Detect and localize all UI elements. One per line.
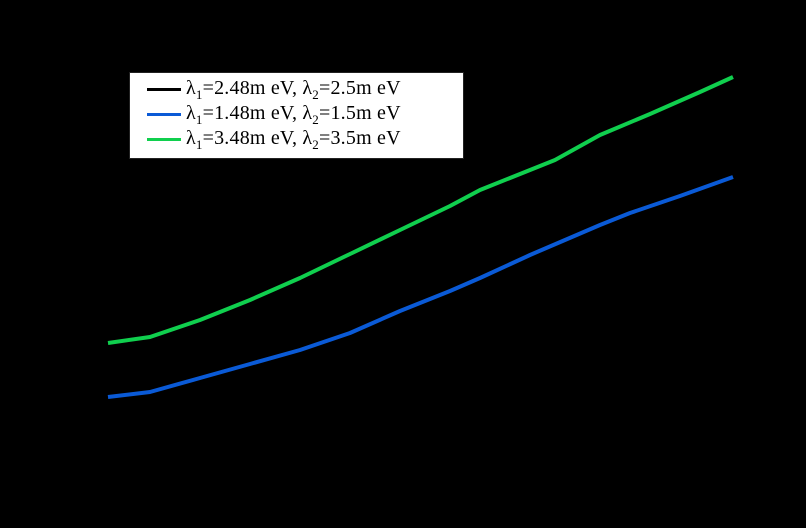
legend-label: λ1=1.48m eV, λ2=1.5m eV [186, 101, 401, 127]
legend-swatch-blue [147, 113, 181, 116]
legend-label: λ1=3.48m eV, λ2=3.5m eV [186, 126, 401, 152]
series-line-green [107, 75, 734, 345]
legend-entry: λ1=2.48m eV, λ2=2.5m eV [130, 77, 463, 102]
series-line-blue [107, 175, 734, 399]
legend-swatch-black [147, 88, 181, 91]
legend-swatch-green [147, 138, 181, 141]
legend-label: λ1=2.48m eV, λ2=2.5m eV [186, 76, 401, 102]
chart-legend: λ1=2.48m eV, λ2=2.5m eV λ1=1.48m eV, λ2=… [129, 72, 464, 159]
legend-entry: λ1=1.48m eV, λ2=1.5m eV [130, 102, 463, 127]
legend-entry: λ1=3.48m eV, λ2=3.5m eV [130, 127, 463, 152]
